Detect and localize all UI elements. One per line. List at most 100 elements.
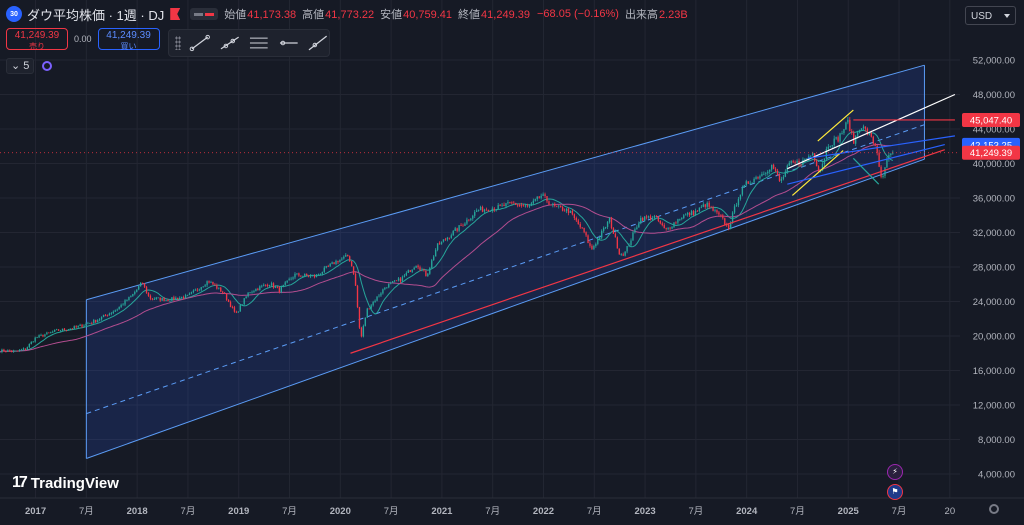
candle	[685, 214, 687, 216]
candle	[526, 205, 529, 207]
candle	[431, 260, 433, 268]
visibility-toggle[interactable]	[190, 8, 219, 20]
candle	[573, 214, 576, 218]
candle	[413, 267, 415, 270]
candle	[583, 227, 585, 233]
candle	[659, 220, 662, 224]
candle	[491, 208, 493, 212]
candle	[114, 310, 116, 312]
bolt-icon[interactable]: ⚡	[887, 464, 903, 480]
candle	[757, 177, 759, 179]
candle	[806, 158, 808, 160]
candle	[59, 330, 62, 332]
candle	[11, 351, 13, 352]
candle	[397, 278, 400, 281]
candle	[132, 293, 134, 297]
candle	[563, 210, 566, 212]
buy-button[interactable]: 41,249.39 買い	[97, 28, 160, 51]
sell-price: 41,249.39	[14, 30, 60, 41]
candle	[265, 284, 267, 286]
candle	[843, 129, 845, 134]
candle	[278, 287, 281, 293]
time-tick-label: 2022	[533, 506, 554, 517]
candle	[159, 297, 161, 301]
candle	[286, 280, 288, 283]
price-tick-label: 4,000.00	[978, 470, 1015, 481]
candle	[79, 324, 81, 326]
candle	[223, 292, 226, 294]
candle	[54, 329, 56, 332]
flag-icon[interactable]	[170, 8, 181, 20]
candle	[485, 209, 488, 211]
candle	[87, 323, 89, 325]
currency-select[interactable]: USD	[965, 6, 1016, 25]
candle	[585, 232, 587, 236]
candle	[513, 202, 515, 204]
candle	[610, 217, 613, 229]
horizontal-ray-tool-icon[interactable]	[278, 34, 300, 52]
price-tick-label: 48,000.00	[973, 90, 1015, 101]
candle	[65, 329, 68, 331]
candle	[626, 246, 628, 252]
trendlines	[0, 93, 960, 354]
candle	[401, 276, 404, 282]
candle	[475, 210, 478, 212]
candle	[274, 286, 277, 288]
candle	[120, 304, 122, 308]
trend-line	[807, 135, 956, 159]
candle	[208, 281, 210, 283]
candle	[604, 227, 607, 228]
ray-tool-icon[interactable]	[219, 34, 241, 52]
trend-line	[791, 150, 844, 196]
candle	[376, 296, 378, 301]
symbol-title[interactable]: ダウ平均株価 · 1週 · DJ	[27, 7, 165, 23]
candle	[280, 286, 283, 293]
us-flag-icon[interactable]: ⚑	[887, 484, 903, 500]
candle	[192, 290, 195, 293]
candle	[233, 307, 236, 312]
candle	[597, 238, 599, 244]
indicator-count[interactable]: ⌄ 5	[6, 58, 35, 74]
candle	[720, 214, 722, 216]
candle	[22, 348, 25, 350]
candle	[339, 259, 341, 263]
candle	[141, 282, 144, 284]
price-labels: 45,047.4042,153.2541,249.39	[962, 112, 1020, 160]
candle	[253, 291, 255, 292]
candle	[505, 203, 507, 207]
candle	[647, 216, 650, 218]
candle	[153, 298, 156, 300]
candle	[511, 202, 513, 204]
candle	[448, 237, 451, 239]
candle	[481, 207, 484, 212]
gear-icon[interactable]	[989, 504, 999, 514]
candle	[358, 307, 361, 328]
time-tick-label: 2021	[431, 506, 453, 517]
parallel-channel-tool-icon[interactable]	[248, 34, 270, 52]
candle	[347, 254, 349, 257]
time-tick-label: 2018	[127, 506, 148, 517]
drag-handle-icon[interactable]	[175, 36, 181, 50]
candle	[524, 205, 527, 207]
candle	[333, 262, 335, 265]
candle	[829, 146, 831, 147]
extended-line-tool-icon[interactable]	[307, 34, 329, 52]
candle	[270, 283, 273, 286]
trend-line	[817, 109, 854, 142]
candle	[73, 326, 75, 329]
candle	[507, 202, 509, 204]
candle	[845, 122, 847, 130]
candle	[886, 159, 888, 168]
symbol-badge[interactable]: 30	[6, 6, 22, 22]
candle	[624, 251, 626, 256]
trend-line-tool-icon[interactable]	[189, 34, 211, 52]
candle	[493, 208, 495, 211]
candle	[112, 311, 114, 314]
candle	[378, 295, 380, 297]
candle	[69, 328, 72, 330]
candle	[681, 218, 683, 219]
candle	[290, 278, 292, 280]
candle	[220, 287, 222, 292]
sell-button[interactable]: 41,249.39 売り	[6, 28, 68, 51]
